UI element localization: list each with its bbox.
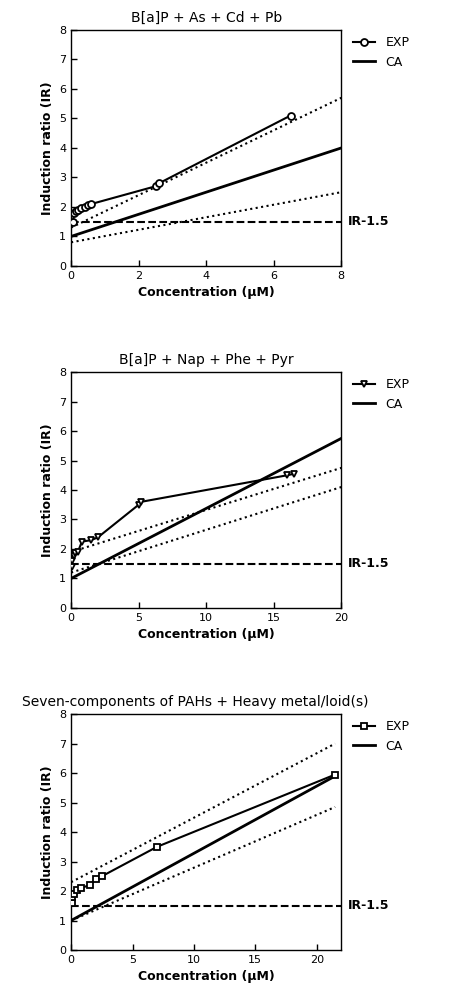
Legend: EXP, CA: EXP, CA <box>353 36 410 68</box>
Text: Seven-components of PAHs + Heavy metal/loid(s): Seven-components of PAHs + Heavy metal/l… <box>22 695 369 709</box>
X-axis label: Concentration (μM): Concentration (μM) <box>138 286 274 299</box>
Title: B[a]P + Nap + Phe + Pyr: B[a]P + Nap + Phe + Pyr <box>119 353 293 367</box>
Title: B[a]P + As + Cd + Pb: B[a]P + As + Cd + Pb <box>130 11 282 25</box>
X-axis label: Concentration (μM): Concentration (μM) <box>138 628 274 641</box>
Y-axis label: Induction ratio (IR): Induction ratio (IR) <box>41 765 54 899</box>
Legend: EXP, CA: EXP, CA <box>353 378 410 411</box>
X-axis label: Concentration (μM): Concentration (μM) <box>138 970 274 983</box>
Y-axis label: Induction ratio (IR): Induction ratio (IR) <box>41 81 54 215</box>
Text: IR-1.5: IR-1.5 <box>348 557 390 570</box>
Text: IR-1.5: IR-1.5 <box>348 899 390 912</box>
Text: IR-1.5: IR-1.5 <box>348 215 390 228</box>
Y-axis label: Induction ratio (IR): Induction ratio (IR) <box>41 423 54 557</box>
Legend: EXP, CA: EXP, CA <box>353 720 410 753</box>
